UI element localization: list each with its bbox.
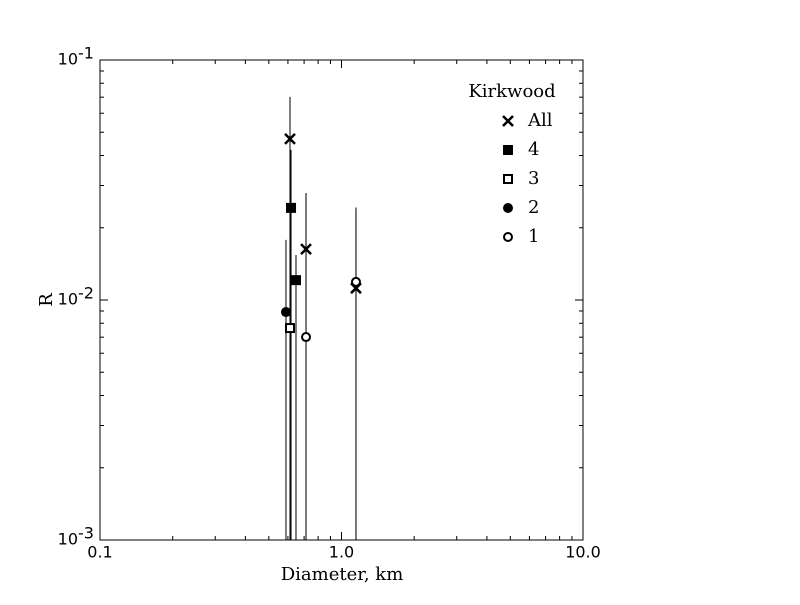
marker-circle (503, 203, 513, 213)
marker-stroke (284, 133, 296, 145)
legend-item: All (502, 110, 553, 131)
legend-item: 1 (503, 226, 539, 247)
marker-square (290, 275, 301, 286)
marker-square (503, 145, 513, 155)
legend-label: 1 (528, 226, 539, 247)
legend-label: 4 (528, 139, 539, 160)
marker-stroke (300, 243, 312, 255)
x-tick-label: 10.0 (565, 543, 601, 562)
marker-stroke (502, 115, 514, 127)
marker-circle (280, 307, 291, 318)
y-tick-exponent: -3 (78, 524, 94, 543)
y-axis-label: R (36, 293, 57, 307)
y-tick-exponent: -1 (78, 44, 94, 63)
y-tick-base: 10 (58, 50, 78, 69)
x-tick-label: 0.1 (87, 543, 112, 562)
legend-item: 4 (503, 139, 539, 160)
legend-label: 3 (528, 168, 539, 189)
y-tick-label: 10 -1 (58, 44, 94, 69)
legend: Kirkwood All 4 3 2 1 (468, 81, 555, 247)
y-tick-base: 10 (58, 530, 78, 549)
legend-item: 3 (503, 168, 539, 189)
legend-label: 2 (528, 197, 539, 218)
marker-circle (301, 332, 312, 343)
marker-square (503, 174, 513, 184)
marker-square (285, 323, 296, 334)
marker-x (300, 243, 312, 255)
y-tick-label: 10 -3 (58, 524, 94, 549)
y-tick-exponent: -2 (78, 284, 94, 303)
marker-circle (350, 276, 361, 287)
marker-circle (503, 232, 513, 242)
legend-title: Kirkwood (468, 81, 555, 102)
y-tick-label: 10 -2 (58, 284, 94, 309)
x-tick-label: 1.0 (329, 543, 354, 562)
marker-x (284, 133, 296, 145)
marker-x (502, 115, 514, 127)
marker-square (286, 202, 297, 213)
y-tick-base: 10 (58, 290, 78, 309)
legend-item: 2 (503, 197, 539, 218)
x-axis-label: Diameter, km (281, 564, 404, 585)
legend-label: All (527, 110, 553, 131)
plot-frame (99, 59, 584, 541)
